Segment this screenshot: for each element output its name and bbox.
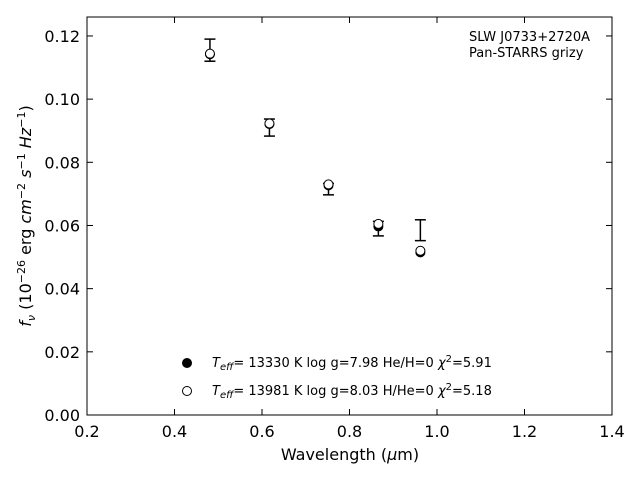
- x-tick-label: 1.4: [599, 422, 624, 441]
- x-tick-labels: 0.2 0.4 0.6 0.8 1.0 1.2 1.4: [74, 422, 624, 441]
- y-tick-label: 0.04: [44, 280, 80, 299]
- annotation-object: SLW J0733+2720A: [469, 30, 590, 45]
- x-tick-label: 1.0: [424, 422, 449, 441]
- y-tick-label: 0.12: [44, 27, 80, 46]
- y-tick-label: 0.10: [44, 90, 80, 109]
- legend: Teff= 13330 K log g=7.98 He/H=0 χ2=5.91 …: [182, 354, 492, 401]
- model-point-h: [204, 48, 215, 59]
- plot-frame: [86, 16, 613, 416]
- model-point-h: [415, 245, 426, 256]
- x-tick-label: 0.8: [337, 422, 362, 441]
- y-tick-label: 0.00: [44, 406, 80, 425]
- y-tick-label: 0.08: [44, 153, 80, 172]
- y-axis-label: fν (10−26 erg cm−2 s−1 Hz−1): [15, 105, 38, 326]
- legend-marker-filled: [182, 358, 192, 368]
- x-tick-label: 1.2: [512, 422, 537, 441]
- x-tick-label: 0.6: [249, 422, 274, 441]
- error-bar: [414, 219, 426, 242]
- x-axis-label: Wavelength (μm): [281, 445, 419, 464]
- x-tick-label: 0.4: [162, 422, 187, 441]
- model-point-h: [373, 218, 384, 229]
- model-point-h: [264, 118, 275, 129]
- legend-entry-he: Teff= 13330 K log g=7.98 He/H=0 χ2=5.91: [212, 354, 492, 373]
- annotation-survey: Pan-STARRS grizy: [469, 46, 584, 61]
- y-tick-label: 0.02: [44, 343, 80, 362]
- model-point-h: [323, 179, 334, 190]
- y-tick-label: 0.06: [44, 216, 80, 235]
- y-tick-labels: 0.00 0.02 0.04 0.06 0.08 0.10 0.12: [44, 27, 80, 425]
- data-points: [204, 48, 426, 258]
- legend-marker-open: [182, 386, 192, 396]
- error-bars: [204, 38, 426, 242]
- x-tick-label: 0.2: [74, 422, 99, 441]
- legend-entry-h: Teff= 13981 K log g=8.03 H/He=0 χ2=5.18: [212, 382, 492, 401]
